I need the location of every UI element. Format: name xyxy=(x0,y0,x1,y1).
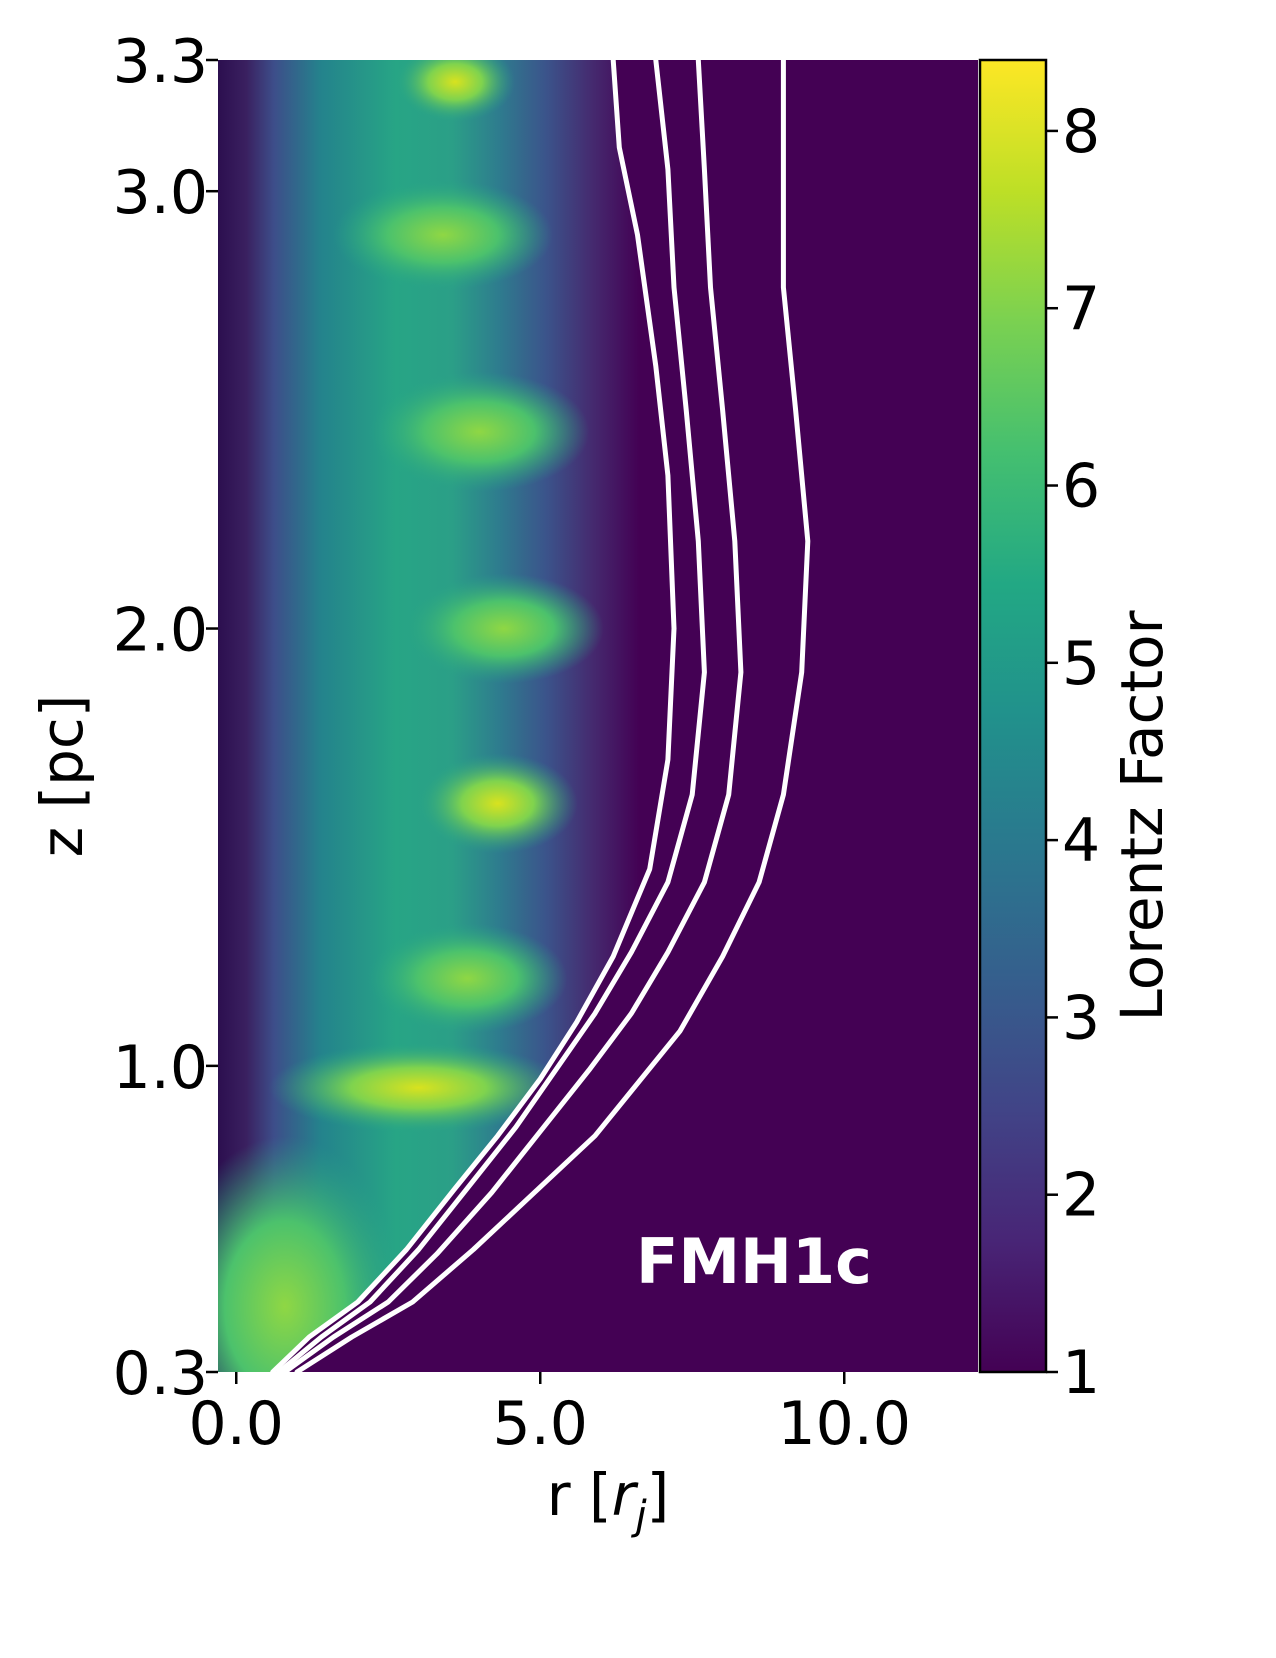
shock-knot xyxy=(369,371,590,492)
contour-lines xyxy=(270,60,811,1372)
shock-knot xyxy=(403,573,604,684)
contour-line xyxy=(294,60,811,1372)
colorbar-tick-label: 7 xyxy=(1062,274,1100,344)
y-axis-title: z [pc] xyxy=(28,695,96,858)
colorbar-tick-label: 5 xyxy=(1062,629,1100,699)
colorbar xyxy=(978,58,1048,1374)
shock-knot xyxy=(417,753,578,854)
contour-line xyxy=(270,60,677,1372)
x-axis-title: r [rj] xyxy=(547,1461,670,1539)
y-tick-label: 3.0 xyxy=(113,158,208,228)
shock-knot xyxy=(218,1136,405,1372)
shock-knot xyxy=(367,923,568,1034)
y-tick-label: 0.3 xyxy=(113,1339,208,1409)
x-tick-label: 5.0 xyxy=(493,1389,588,1459)
contour-line xyxy=(276,60,707,1372)
shock-knot xyxy=(395,60,516,122)
x-tick-label: 0.0 xyxy=(189,1389,284,1459)
x-axis-ticks: 0.0 5.0 10.0 xyxy=(189,1372,911,1459)
colorbar-tick-label: 3 xyxy=(1062,983,1100,1053)
shock-knot xyxy=(268,1042,569,1133)
shock-knot xyxy=(332,179,553,290)
shock-knots xyxy=(218,60,604,1372)
y-tick-label: 2.0 xyxy=(113,596,208,666)
contour-line xyxy=(282,60,744,1372)
colorbar-tick-label: 6 xyxy=(1062,452,1100,522)
colorbar-tick-label: 4 xyxy=(1062,806,1100,876)
heatmap xyxy=(218,60,978,1372)
y-tick-label: 1.0 xyxy=(113,1033,208,1103)
colorbar-title: Lorentz Factor xyxy=(1108,610,1176,1021)
colorbar-tick-label: 1 xyxy=(1062,1338,1100,1408)
y-tick-label: 3.3 xyxy=(113,27,208,97)
colorbar-tick-label: 2 xyxy=(1062,1161,1100,1231)
panel-annotation: FMH1c xyxy=(636,1225,872,1298)
colorbar-ticks: 1 2 3 4 5 6 7 8 xyxy=(1046,97,1100,1408)
x-tick-label: 10.0 xyxy=(777,1389,911,1459)
y-axis-ticks: 0.3 1.0 2.0 3.0 3.3 xyxy=(113,27,218,1409)
colorbar-tick-label: 8 xyxy=(1062,97,1100,167)
